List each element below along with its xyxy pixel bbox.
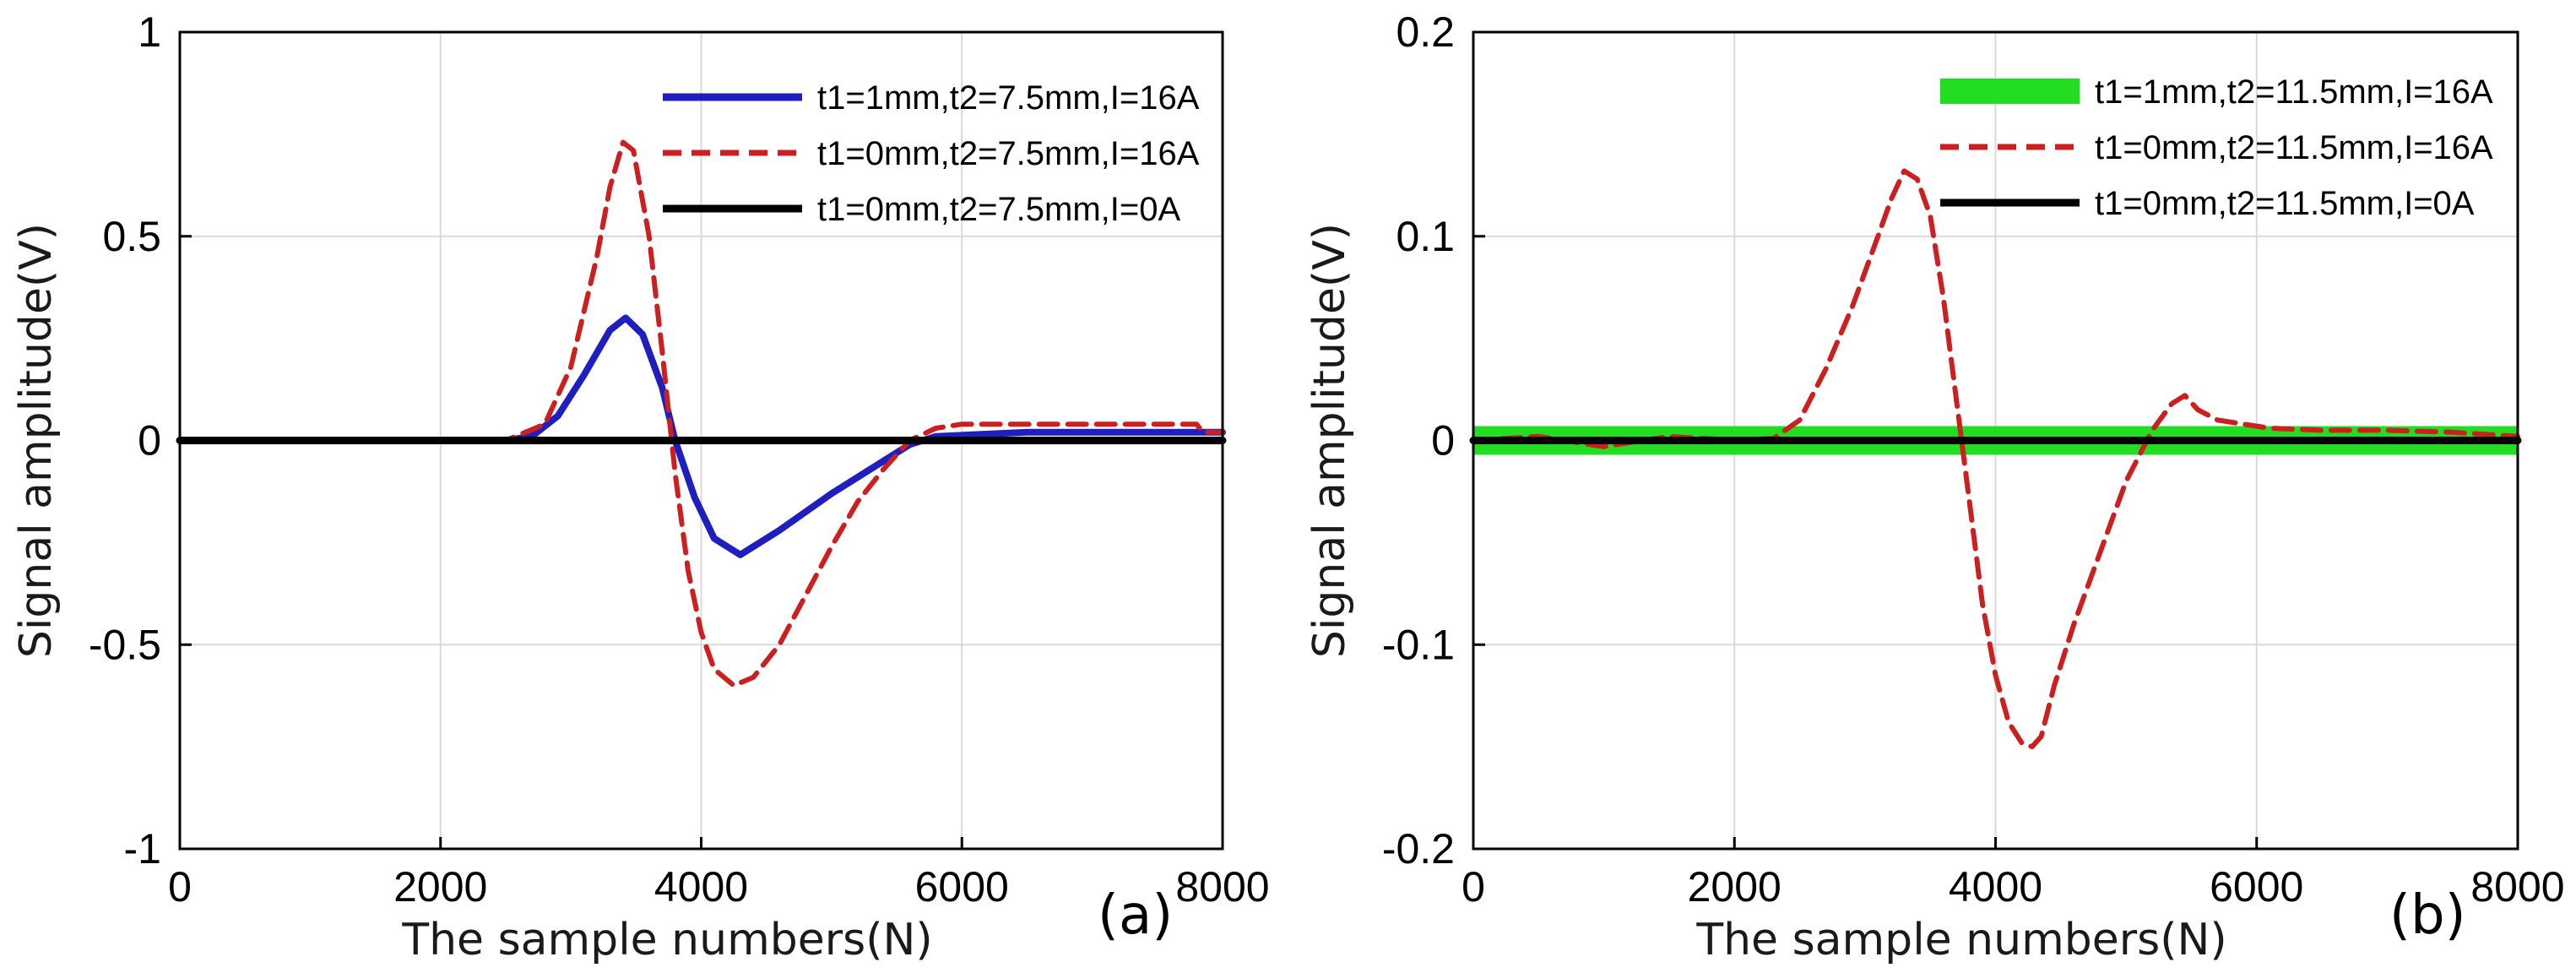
x-tick-label: 8000: [2470, 863, 2564, 910]
legend-entry-3: t1=0mm,t2=11.5mm,I=0A: [2095, 185, 2475, 222]
axes-frame: [178, 30, 1224, 851]
y-tick-label: -0.2: [1382, 825, 1455, 872]
x-tick-label: 0: [1462, 863, 1485, 910]
x-tick-label: 0: [168, 863, 192, 910]
y-axis-label: Signal amplitude(V): [1304, 223, 1355, 658]
legend-entry-1: t1=1mm,t2=7.5mm,I=16A: [817, 79, 1200, 117]
series-line-2: [177, 139, 1225, 688]
axes-frame: [1472, 30, 2519, 851]
x-axis-label: The sample numbers(N): [401, 915, 932, 965]
panel-b: 0 2000 4000 6000 8000 -0.2 -0.1 0 0.1 0.2 The samp…: [1304, 8, 2565, 965]
panel-a: 0 2000 4000 6000 8000 -1 -0.5 0 0.5 1 The sample n…: [11, 8, 1270, 965]
y-tick-label: 0.5: [102, 213, 161, 260]
y-tick-label: -1: [124, 825, 161, 872]
y-tick-label: -0.5: [89, 621, 161, 668]
legend-entry-2: t1=0mm,t2=11.5mm,I=16A: [2095, 129, 2493, 166]
x-tick-label: 8000: [1175, 863, 1269, 910]
x-tick-label: 4000: [1949, 863, 2042, 910]
y-tick-label: -0.1: [1382, 621, 1455, 668]
panel-label: (a): [1098, 884, 1173, 947]
y-tick-label: 0: [138, 417, 161, 465]
y-tick-label: 1: [138, 8, 161, 56]
legend-entry-1: t1=1mm,t2=11.5mm,I=16A: [2095, 73, 2493, 111]
x-tick-label: 6000: [2210, 863, 2303, 910]
x-tick-label: 6000: [915, 863, 1009, 910]
x-tick-label: 2000: [1688, 863, 1782, 910]
y-axis-label: Signal amplitude(V): [11, 223, 62, 658]
panel-label: (b): [2389, 884, 2466, 947]
legend-entry-2: t1=0mm,t2=7.5mm,I=16A: [817, 135, 1200, 172]
legend-entry-3: t1=0mm,t2=7.5mm,I=0A: [817, 191, 1181, 228]
x-axis-label: The sample numbers(N): [1695, 915, 2226, 965]
x-tick-label: 2000: [393, 863, 487, 910]
x-tick-label: 4000: [654, 863, 748, 910]
y-tick-label: 0: [1431, 417, 1455, 465]
y-tick-label: 0.2: [1396, 8, 1455, 56]
series-line-2: [1471, 168, 2520, 750]
y-tick-label: 0.1: [1396, 213, 1455, 260]
